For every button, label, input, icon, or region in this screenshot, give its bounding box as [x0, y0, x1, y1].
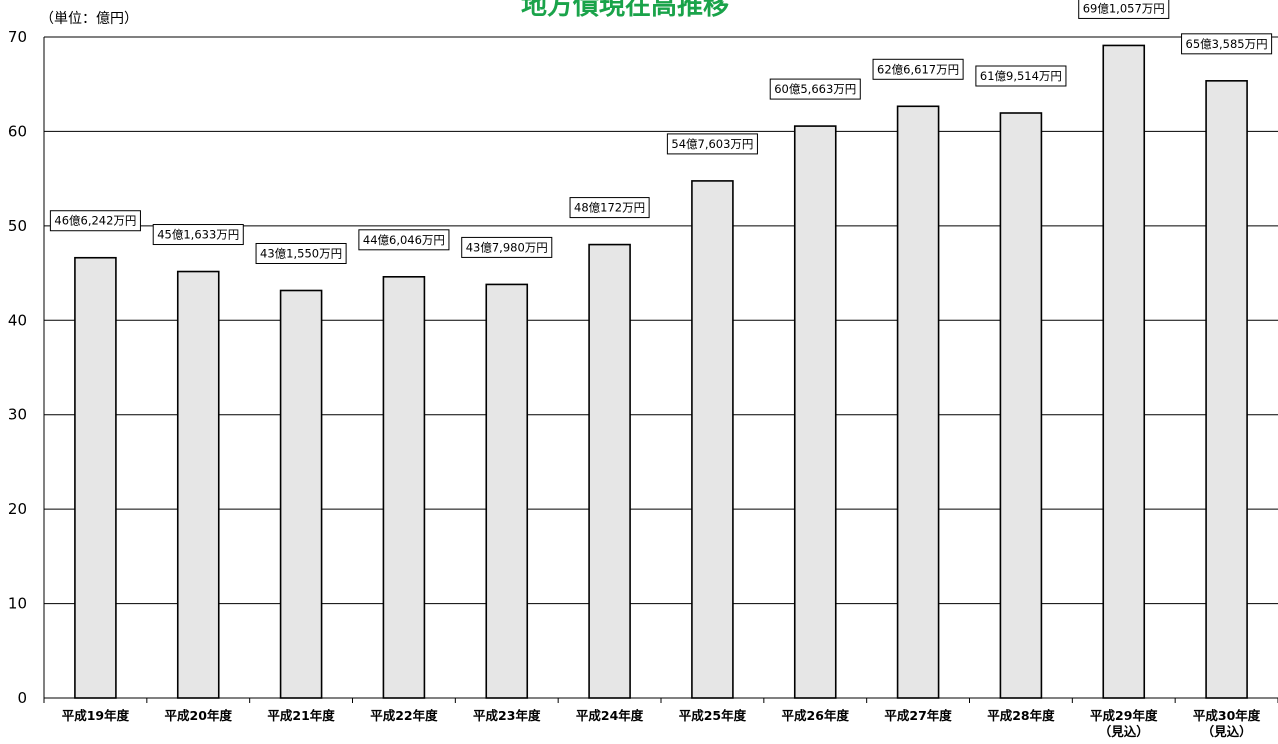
bar: [1205, 80, 1248, 699]
data-label-box: [1078, 0, 1170, 19]
data-label: 44億6,046万円: [358, 229, 450, 251]
data-label-box: [975, 65, 1067, 87]
bars: [74, 44, 1248, 699]
data-label: 62億6,617万円: [872, 58, 964, 80]
y-tick-label: 0: [17, 689, 27, 707]
data-label-box: [666, 133, 758, 155]
y-tick-label: 20: [8, 500, 27, 518]
data-label-text: 65億3,585万円: [1186, 37, 1268, 51]
data-label-box: [1181, 33, 1273, 55]
data-label-text: 43億7,980万円: [466, 240, 548, 254]
y-tick-label: 60: [8, 122, 27, 140]
x-tick-label: 平成27年度: [884, 708, 952, 723]
gridlines: [44, 36, 1278, 699]
chart-title: 地方債現在高推移: [521, 0, 729, 21]
x-axis: 平成19年度 平成20年度 平成21年度 平成22年度 平成23年度 平成24年度 平成25…: [43, 698, 1278, 739]
data-labels: 46億6,242万円 45億1,633万円 43億1,550万円 44億6,046万円…: [49, 0, 1273, 264]
data-label: 65億3,585万円: [1181, 33, 1273, 55]
bar: [485, 283, 529, 699]
x-tick-label: 平成24年度: [576, 708, 644, 723]
data-label: 61億9,514万円: [975, 65, 1067, 87]
y-tick-label: 10: [8, 595, 27, 613]
x-tick-label: 平成30年度: [1193, 708, 1261, 723]
x-tick-sublabel: （見込）: [1202, 724, 1252, 739]
data-label-box: [358, 229, 450, 251]
x-tick-sublabel: （見込）: [1099, 724, 1149, 739]
y-axis: 0 10 20 30 40 50 60 70: [8, 28, 45, 707]
x-tick-label: 平成20年度: [165, 708, 233, 723]
data-label-text: 60億5,663万円: [774, 82, 856, 96]
data-label: 54億7,603万円: [666, 133, 758, 155]
bar: [588, 243, 631, 699]
data-label: 48億172万円: [569, 197, 650, 219]
x-tick-label: 平成21年度: [267, 708, 335, 723]
y-tick-label: 50: [8, 217, 27, 235]
y-tick-label: 40: [8, 311, 27, 329]
data-label: 46億6,242万円: [49, 210, 141, 232]
data-label: 43億1,550万円: [255, 242, 347, 264]
bar: [691, 180, 734, 699]
x-tick-label: 平成22年度: [370, 708, 438, 723]
data-label-text: 46億6,242万円: [54, 214, 136, 228]
bar: [279, 289, 323, 699]
x-tick-label: 平成23年度: [473, 708, 541, 723]
x-tick-label: 平成25年度: [679, 708, 747, 723]
data-label-text: 61億9,514万円: [980, 69, 1062, 83]
data-label-text: 62億6,617万円: [877, 62, 959, 76]
data-label-box: [769, 78, 861, 100]
y-tick-label: 30: [8, 406, 27, 424]
bar: [74, 256, 117, 699]
data-label-box: [569, 197, 650, 219]
data-label-text: 54億7,603万円: [671, 137, 753, 151]
data-label-box: [255, 242, 347, 264]
x-tick-label: 平成19年度: [62, 708, 130, 723]
x-tick-label: 平成28年度: [987, 708, 1055, 723]
bar: [176, 270, 220, 699]
x-tick-label: 平成26年度: [782, 708, 850, 723]
bar: [793, 125, 837, 699]
data-label-box: [872, 58, 964, 80]
bar: [1102, 44, 1146, 699]
data-label-box: [461, 236, 553, 258]
data-label-box: [49, 210, 141, 232]
unit-label: （単位：億円）: [40, 11, 138, 27]
data-label: 43億7,980万円: [461, 236, 553, 258]
bar: [382, 276, 426, 699]
bar: [896, 105, 940, 699]
data-label-text: 69億1,057万円: [1083, 1, 1165, 15]
data-label: 60億5,663万円: [769, 78, 861, 100]
data-label: 69億1,057万円: [1078, 0, 1170, 19]
data-label-text: 44億6,046万円: [363, 233, 445, 247]
data-label-text: 48億172万円: [574, 201, 645, 215]
data-label-box: [152, 224, 244, 246]
data-label-text: 45億1,633万円: [157, 228, 239, 242]
data-label-text: 43億1,550万円: [260, 246, 342, 260]
y-tick-label: 70: [8, 28, 27, 46]
data-label: 45億1,633万円: [152, 224, 244, 246]
bar: [999, 112, 1043, 699]
x-tick-label: 平成29年度: [1090, 708, 1158, 723]
